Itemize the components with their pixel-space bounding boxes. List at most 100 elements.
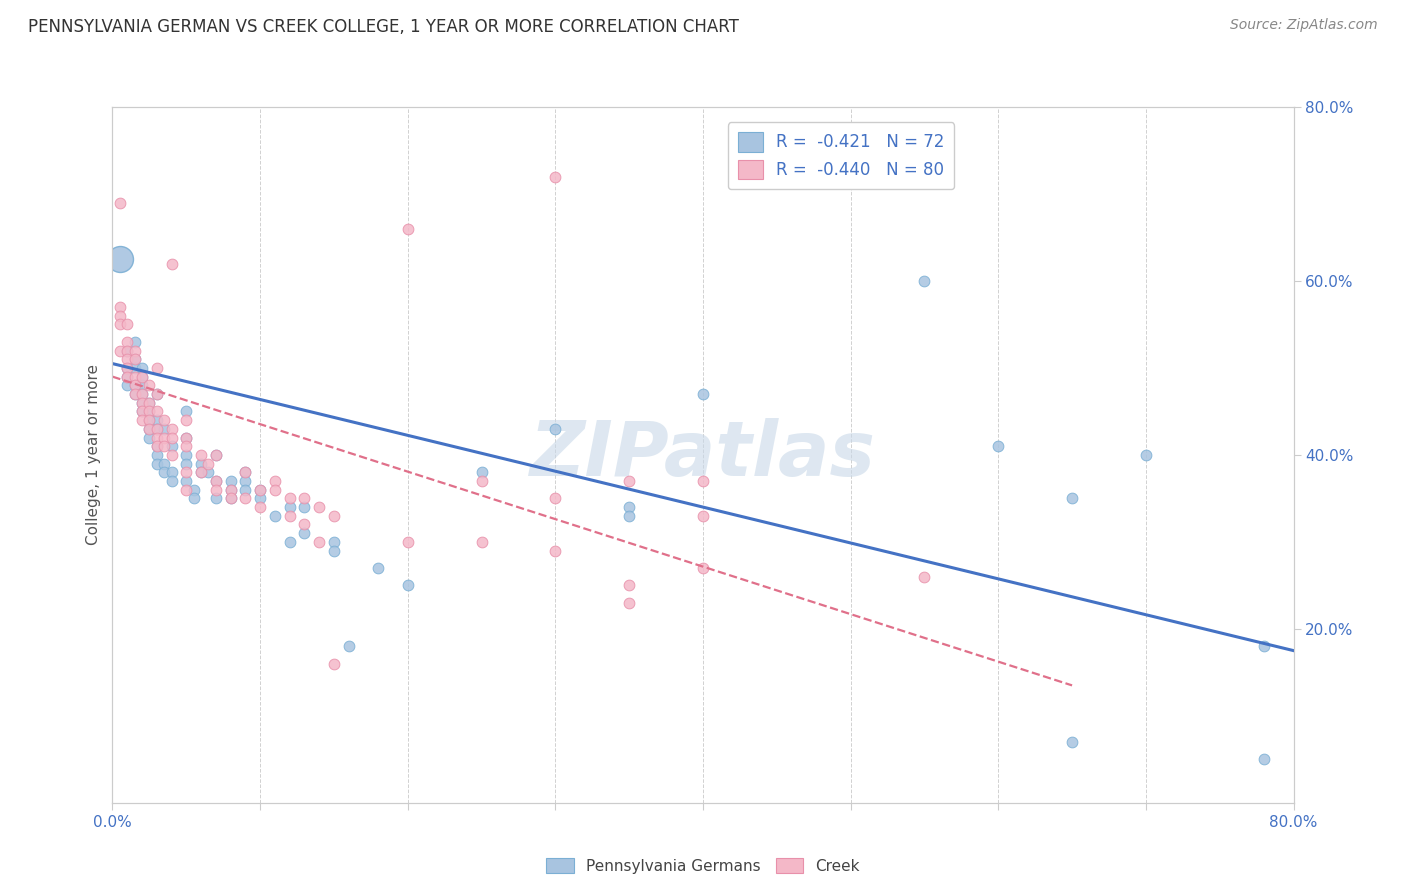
Point <box>174 466 197 480</box>
Point <box>117 378 138 392</box>
Point <box>292 526 315 541</box>
Point <box>219 491 242 506</box>
Point <box>278 508 301 523</box>
Point <box>131 387 153 401</box>
Point <box>174 474 197 488</box>
Point <box>138 404 160 418</box>
Point <box>131 369 153 384</box>
Point <box>264 474 287 488</box>
Point <box>249 491 271 506</box>
Point <box>153 457 176 471</box>
Point <box>292 517 315 532</box>
Point <box>174 439 197 453</box>
Point <box>131 404 153 418</box>
Point <box>108 252 131 267</box>
Point <box>249 500 271 514</box>
Point <box>146 387 169 401</box>
Point <box>219 483 242 497</box>
Point <box>146 457 169 471</box>
Text: PENNSYLVANIA GERMAN VS CREEK COLLEGE, 1 YEAR OR MORE CORRELATION CHART: PENNSYLVANIA GERMAN VS CREEK COLLEGE, 1 … <box>28 18 740 36</box>
Point <box>124 352 146 367</box>
Point <box>131 360 153 375</box>
Y-axis label: College, 1 year or more: College, 1 year or more <box>86 365 101 545</box>
Point <box>117 343 138 358</box>
Point <box>470 474 494 488</box>
Point <box>138 413 160 427</box>
Legend: R =  -0.421   N = 72, R =  -0.440   N = 80: R = -0.421 N = 72, R = -0.440 N = 80 <box>728 122 955 189</box>
Point <box>124 378 146 392</box>
Point <box>619 500 641 514</box>
Point <box>249 483 271 497</box>
Point <box>308 500 330 514</box>
Point <box>124 387 146 401</box>
Point <box>278 500 301 514</box>
Point <box>692 387 714 401</box>
Point <box>146 404 169 418</box>
Point <box>1062 491 1084 506</box>
Point <box>396 578 419 592</box>
Point <box>692 561 714 575</box>
Point <box>138 396 160 410</box>
Point <box>131 387 153 401</box>
Point <box>131 404 153 418</box>
Point <box>153 413 176 427</box>
Point <box>160 256 183 270</box>
Point <box>692 474 714 488</box>
Point <box>124 378 146 392</box>
Point <box>108 343 131 358</box>
Point <box>117 343 138 358</box>
Point <box>117 369 138 384</box>
Point <box>124 360 146 375</box>
Point <box>117 369 138 384</box>
Legend: Pennsylvania Germans, Creek: Pennsylvania Germans, Creek <box>540 852 866 880</box>
Point <box>249 483 271 497</box>
Point <box>124 343 146 358</box>
Point <box>146 413 169 427</box>
Point <box>264 508 287 523</box>
Point <box>153 431 176 445</box>
Point <box>323 508 346 523</box>
Point <box>131 413 153 427</box>
Point <box>205 474 228 488</box>
Point <box>205 474 228 488</box>
Point <box>160 422 183 436</box>
Point <box>190 448 212 462</box>
Point <box>131 396 153 410</box>
Point <box>219 474 242 488</box>
Point <box>367 561 389 575</box>
Point <box>190 466 212 480</box>
Point <box>619 596 641 610</box>
Point <box>146 439 169 453</box>
Point <box>160 448 183 462</box>
Point <box>323 534 346 549</box>
Text: Source: ZipAtlas.com: Source: ZipAtlas.com <box>1230 18 1378 32</box>
Point <box>205 448 228 462</box>
Point <box>914 274 936 288</box>
Point <box>190 457 212 471</box>
Point <box>544 422 567 436</box>
Point <box>108 318 131 332</box>
Point <box>292 500 315 514</box>
Point <box>174 483 197 497</box>
Point <box>160 466 183 480</box>
Point <box>174 413 197 427</box>
Point <box>470 534 494 549</box>
Point <box>233 491 256 506</box>
Point <box>396 221 419 235</box>
Point <box>278 534 301 549</box>
Point <box>146 448 169 462</box>
Point <box>138 404 160 418</box>
Point <box>146 360 169 375</box>
Point <box>692 508 714 523</box>
Point <box>1062 735 1084 749</box>
Point <box>233 474 256 488</box>
Point <box>264 483 287 497</box>
Point <box>197 466 219 480</box>
Point <box>1253 752 1275 766</box>
Point <box>146 387 169 401</box>
Point <box>987 439 1010 453</box>
Point <box>153 466 176 480</box>
Point <box>174 448 197 462</box>
Point <box>619 474 641 488</box>
Point <box>205 491 228 506</box>
